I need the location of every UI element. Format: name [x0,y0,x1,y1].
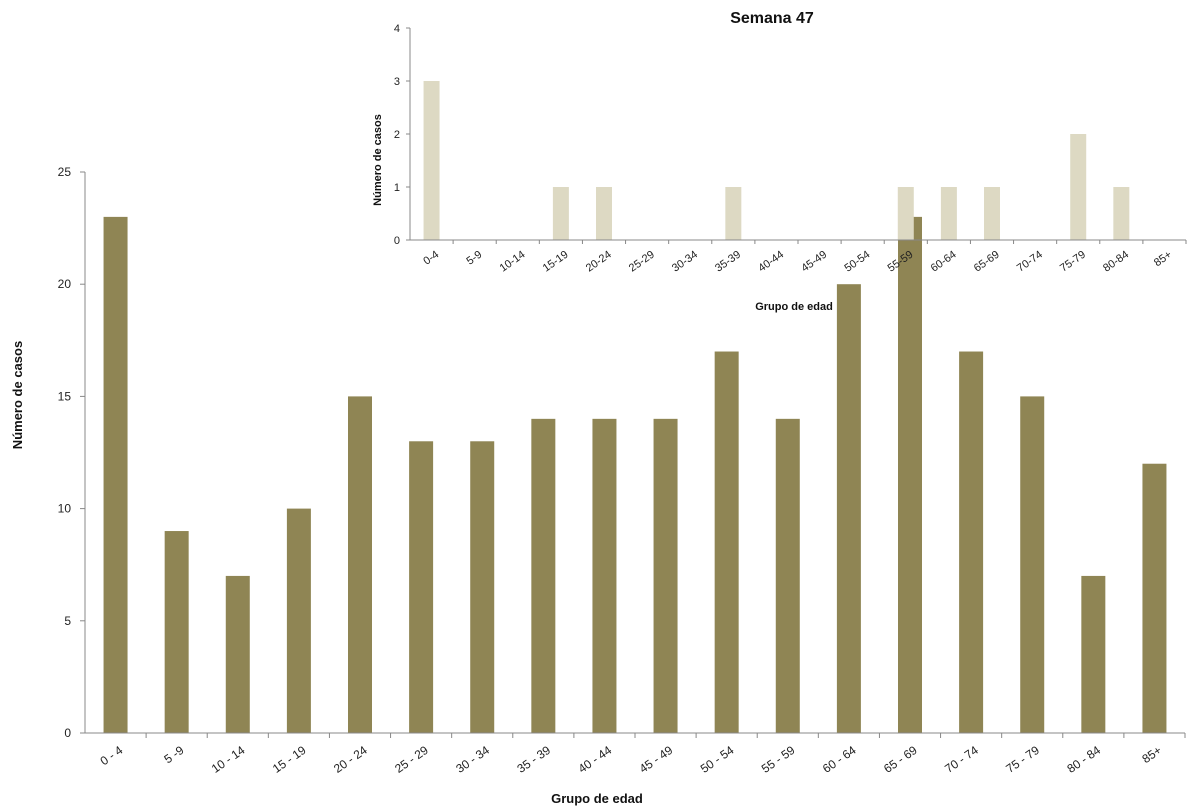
inset-y-tick-label: 2 [394,129,400,141]
main-bar [286,508,311,733]
inset-x-axis-title: Grupo de edad [755,301,833,313]
inset-bar-chart: 0 1 2 3 4 0-4 5-9 10-14 15-19 20-24 25-29 30-34 35-… [372,10,1187,313]
main-x-tick-label: 60 - 64 [820,743,859,776]
inset-y-tick-label: 4 [394,23,400,35]
main-bar [103,216,128,733]
inset-bars [423,81,1130,240]
main-y-ticks: 0 5 10 15 20 25 [58,165,85,740]
inset-bar [596,187,612,240]
inset-bar [725,187,742,240]
inset-bar [1070,134,1087,240]
inset-x-tick-label: 65-69 [972,249,1002,275]
inset-x-tick-label: 45-49 [799,249,829,275]
inset-x-tick-label: 80-84 [1101,249,1131,275]
main-x-tick-label: 75 - 79 [1003,743,1042,776]
main-y-tick-label: 10 [58,502,72,516]
main-y-axis-title: Número de casos [10,341,25,449]
inset-x-tick-label: 30-34 [670,249,700,275]
inset-x-tick-label: 60-64 [929,249,959,275]
inset-x-tick-label: 5-9 [464,249,484,268]
main-x-tick-label: 10 - 14 [209,743,248,776]
main-bars [103,216,1167,733]
inset-y-tick-label: 0 [394,235,400,247]
inset-y-ticks: 0 1 2 3 4 [394,23,410,247]
main-x-tick-label: 20 - 24 [331,743,370,776]
main-bar [225,575,250,733]
inset-bar [984,187,1000,240]
inset-x-tick-label: 70-74 [1015,249,1045,275]
inset-x-tick-label: 50-54 [842,249,872,275]
inset-bar [552,187,569,240]
main-bar [775,418,800,733]
main-x-tick-label: 80 - 84 [1064,743,1103,776]
inset-y-axis-title: Número de casos [372,114,384,206]
inset-x-ticks: 0-4 5-9 10-14 15-19 20-24 25-29 30-34 35-39 40-4… [421,240,1187,275]
main-x-tick-label: 65 - 69 [881,743,920,776]
main-x-tick-label: 15 - 19 [270,743,309,776]
main-y-tick-label: 5 [64,614,71,628]
main-x-tick-label: 40 - 44 [576,743,615,776]
main-x-tick-label: 50 - 54 [698,743,737,776]
inset-x-tick-label: 35-39 [713,249,743,275]
inset-x-tick-label: 10-14 [498,249,528,275]
main-x-tick-label: 0 - 4 [98,743,126,768]
inset-bar [940,187,957,240]
inset-y-tick-label: 1 [394,182,400,194]
inset-chart-title: Semana 47 [730,10,814,27]
main-bar [531,418,556,733]
main-bar [959,351,984,733]
inset-bar [423,81,440,240]
main-x-tick-label: 85+ [1139,743,1164,766]
main-bar [1142,463,1167,733]
main-x-tick-label: 35 - 39 [514,743,553,776]
main-bar [164,531,189,733]
inset-x-tick-label: 15-19 [541,249,571,275]
main-bar [898,216,922,733]
main-x-tick-label: 45 - 49 [637,743,676,776]
inset-x-tick-label: 85+ [1152,249,1174,270]
main-bar [1020,396,1045,733]
main-x-tick-label: 25 - 29 [392,743,431,776]
main-y-tick-label: 0 [64,726,71,740]
main-x-tick-label: 55 - 59 [759,743,798,776]
main-x-axis-title: Grupo de edad [551,791,643,806]
inset-x-tick-label: 20-24 [584,249,614,275]
main-bar [836,284,861,733]
main-bar [348,396,372,733]
inset-x-tick-label: 0-4 [421,249,441,268]
main-bar [1081,575,1106,733]
inset-bar [897,187,914,240]
inset-bar [1113,187,1130,240]
main-y-tick-label: 20 [58,277,72,291]
inset-y-tick-label: 3 [394,76,400,88]
main-x-ticks: 0 - 4 5 -9 10 - 14 15 - 19 20 - 24 25 - 29 30 … [98,733,1186,776]
main-x-tick-label: 5 -9 [161,743,186,767]
inset-x-tick-label: 75-79 [1058,249,1088,275]
main-bar [653,418,678,733]
main-y-tick-label: 25 [58,165,72,179]
inset-x-tick-label: 25-29 [627,249,657,275]
main-x-tick-label: 70 - 74 [942,743,981,776]
inset-x-tick-label: 40-44 [756,249,786,275]
main-bar [714,351,739,733]
main-x-tick-label: 30 - 34 [453,743,492,776]
main-bar [470,441,495,733]
main-bar [592,418,617,733]
main-bar [409,441,434,733]
main-y-tick-label: 15 [58,389,72,403]
